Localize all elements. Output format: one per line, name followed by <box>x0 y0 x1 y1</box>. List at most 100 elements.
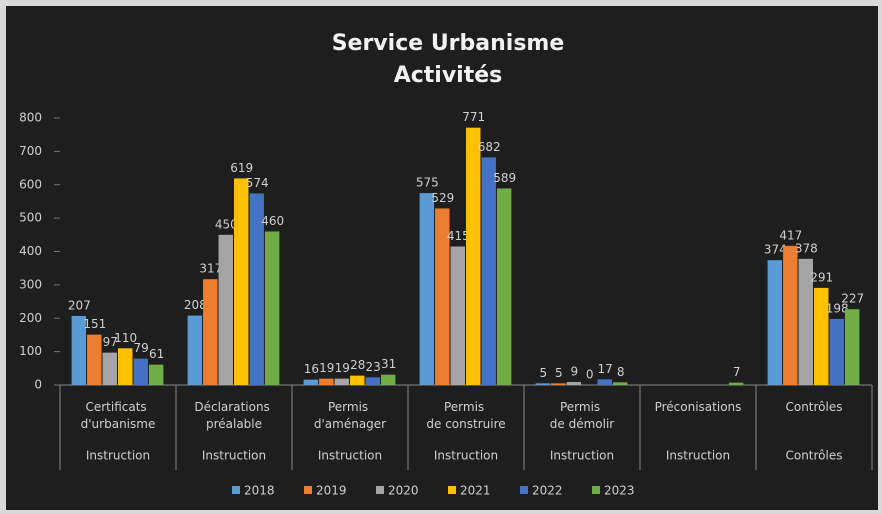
data-label: 151 <box>83 317 106 331</box>
bar <box>187 315 203 385</box>
bar <box>612 382 628 385</box>
data-label: 28 <box>350 358 365 372</box>
bar <box>334 378 349 385</box>
legend-label: 2023 <box>604 484 635 498</box>
bar <box>783 245 798 385</box>
bar <box>435 208 450 385</box>
data-label: 575 <box>416 176 439 190</box>
data-label: 9 <box>570 364 578 378</box>
legend-label: 2018 <box>244 484 275 498</box>
bar <box>551 383 566 385</box>
bar <box>303 379 319 385</box>
y-tick-label: 400 <box>19 244 42 258</box>
x-group-label: Instruction <box>550 449 614 463</box>
x-tick-label: Permis de démolir <box>550 400 615 431</box>
data-label: 19 <box>319 361 334 375</box>
x-tick-label: Contrôles <box>785 400 842 414</box>
x-tick-label: Déclarations préalable <box>194 400 273 431</box>
legend-swatch <box>520 486 528 494</box>
data-label: 529 <box>431 191 454 205</box>
data-label: 7 <box>733 365 741 379</box>
chart-title: Service Urbanisme <box>332 31 565 56</box>
data-label: 460 <box>261 214 284 228</box>
bar <box>87 334 102 385</box>
bar <box>481 157 496 385</box>
x-tick-label: Certificats d'urbanisme <box>81 400 156 431</box>
data-label: 0 <box>586 368 594 382</box>
x-tick-label: Permis d'aménager <box>314 400 386 431</box>
data-label: 19 <box>335 361 350 375</box>
bar <box>466 127 481 386</box>
data-label: 97 <box>103 335 118 349</box>
data-label: 589 <box>493 171 516 185</box>
bar <box>365 377 380 385</box>
bar <box>450 246 465 385</box>
legend-swatch <box>304 486 312 494</box>
data-label: 450 <box>215 217 238 231</box>
y-tick-label: 500 <box>19 211 42 225</box>
legend-label: 2019 <box>316 484 347 498</box>
data-label: 5 <box>555 366 563 380</box>
bar <box>249 193 264 385</box>
legend-label: 2021 <box>460 484 491 498</box>
bar <box>319 378 334 385</box>
bar <box>234 178 249 385</box>
y-tick-label: 600 <box>19 177 42 191</box>
data-label: 207 <box>68 298 91 312</box>
bar <box>728 382 744 385</box>
y-tick-label: 700 <box>19 144 42 158</box>
data-label: 79 <box>134 341 149 355</box>
bar <box>829 318 844 385</box>
data-label: 31 <box>381 357 396 371</box>
data-label: 110 <box>114 331 137 345</box>
bar <box>350 375 365 385</box>
data-label: 415 <box>447 229 470 243</box>
bar <box>133 358 148 385</box>
x-group-label: Instruction <box>202 449 266 463</box>
data-label: 8 <box>617 365 625 379</box>
chart-subtitle: Activités <box>394 63 503 88</box>
y-tick-label: 800 <box>19 111 42 125</box>
y-tick-label: 200 <box>19 311 42 325</box>
data-label: 198 <box>826 301 849 315</box>
y-tick-label: 100 <box>19 344 42 358</box>
x-tick-label: Permis de construire <box>426 400 505 431</box>
bar <box>102 352 117 385</box>
x-tick-label: Préconisations <box>655 400 742 414</box>
bar <box>148 364 164 385</box>
data-label: 5 <box>540 366 548 380</box>
bar <box>380 374 396 385</box>
bar <box>597 379 612 385</box>
data-label: 208 <box>184 298 207 312</box>
x-group-label: Instruction <box>666 449 730 463</box>
legend-label: 2022 <box>532 484 563 498</box>
data-label: 378 <box>795 241 818 255</box>
bar <box>203 279 218 385</box>
bar <box>814 287 829 385</box>
data-label: 619 <box>230 161 253 175</box>
data-label: 23 <box>366 360 381 374</box>
bar <box>566 381 581 385</box>
data-label: 16 <box>304 362 319 376</box>
bar <box>535 383 551 385</box>
bar <box>767 260 783 385</box>
bar <box>798 258 813 385</box>
data-label: 17 <box>598 362 613 376</box>
legend-swatch <box>592 486 600 494</box>
data-label: 771 <box>462 110 485 124</box>
x-group-label: Instruction <box>434 449 498 463</box>
bar <box>496 188 512 385</box>
data-label: 227 <box>841 292 864 306</box>
bar <box>844 309 860 385</box>
y-tick-label: 300 <box>19 277 42 291</box>
legend-swatch <box>448 486 456 494</box>
bar <box>71 315 87 385</box>
x-group-label: Contrôles <box>785 449 842 463</box>
legend-swatch <box>232 486 240 494</box>
data-label: 682 <box>478 140 501 154</box>
data-label: 374 <box>764 243 787 257</box>
data-label: 291 <box>810 270 833 284</box>
bar <box>419 193 435 385</box>
data-label: 61 <box>149 347 164 361</box>
